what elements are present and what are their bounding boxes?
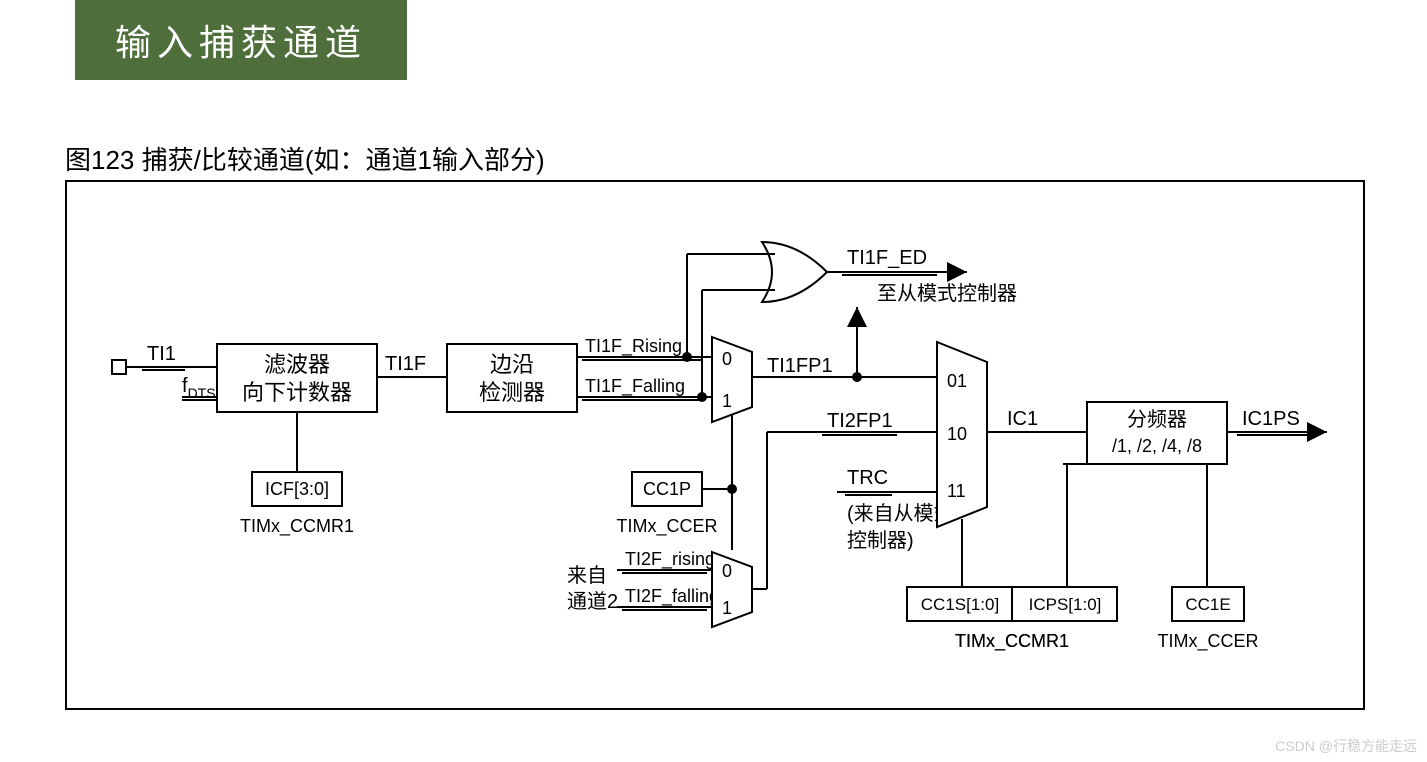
ti2f-falling: TI2F_falling: [625, 586, 719, 607]
mux2-1: 1: [722, 598, 732, 618]
ti1f-falling: TI1F_Falling: [585, 376, 685, 397]
ti2fp1-label: TI2FP1: [827, 410, 893, 432]
icf-text: ICF[3:0]: [265, 479, 329, 499]
filter-label-2: 向下计数器: [242, 380, 352, 405]
ccmr1-b-lbl: TIMx_CCMR1: [955, 631, 1069, 652]
trc-label: TRC: [847, 467, 888, 489]
edge-l1: 边沿: [490, 352, 534, 377]
or-gate: [762, 242, 827, 302]
slave-ctrl-label: 至从模式控制器: [877, 282, 1017, 305]
edge-l2: 检测器: [479, 380, 545, 405]
fromch2-l1: 来自: [567, 564, 607, 587]
ic1ps-label: IC1PS: [1242, 408, 1300, 430]
input-pad: [112, 360, 126, 374]
mux2-0: 0: [722, 561, 732, 581]
timx-ccer-b: TIMx_CCER: [1157, 631, 1258, 652]
ti1f-ed-label: TI1F_ED: [847, 247, 927, 269]
ti1f-rising: TI1F_Rising: [585, 336, 682, 357]
block-diagram: TI1 fDTS 滤波器 向下计数器 ICF[3:0] TIMx_CCMR1 T…: [67, 182, 1363, 708]
figure-caption: 图123 捕获/比较通道(如：通道1输入部分): [65, 140, 545, 177]
watermark: CSDN @行稳方能走远: [1275, 736, 1417, 756]
cc1p-text: CC1P: [643, 479, 691, 499]
ti1-label: TI1: [147, 343, 176, 365]
presc-l2: /1, /2, /4, /8: [1112, 436, 1202, 456]
timx-ccmr1-a: TIMx_CCMR1: [240, 516, 354, 537]
mux1-1: 1: [722, 391, 732, 411]
ic1-label: IC1: [1007, 408, 1038, 430]
ti2f-rising: TI2F_rising: [625, 549, 715, 570]
ti1fp1-label: TI1FP1: [767, 355, 833, 377]
mux3-11: 11: [947, 481, 966, 501]
cc1e-text: CC1E: [1185, 595, 1230, 614]
cc1s-text: CC1S[1:0]: [921, 595, 999, 614]
fdts-label: fDTS: [182, 375, 216, 401]
diagram-frame: TI1 fDTS 滤波器 向下计数器 ICF[3:0] TIMx_CCMR1 T…: [65, 180, 1365, 710]
mux3-10: 10: [947, 424, 967, 444]
mux3-01: 01: [947, 371, 967, 391]
filter-label-1: 滤波器: [264, 352, 330, 377]
presc-l1: 分频器: [1127, 408, 1187, 431]
timx-ccer-a: TIMx_CCER: [616, 516, 717, 537]
title-banner: 输入捕获通道: [75, 0, 407, 80]
mux1-0: 0: [722, 349, 732, 369]
trc-l3: 控制器): [847, 529, 914, 552]
ti1f-label: TI1F: [385, 353, 426, 375]
fromch2-l2: 通道2: [567, 590, 618, 613]
icps-text: ICPS[1:0]: [1029, 595, 1102, 614]
